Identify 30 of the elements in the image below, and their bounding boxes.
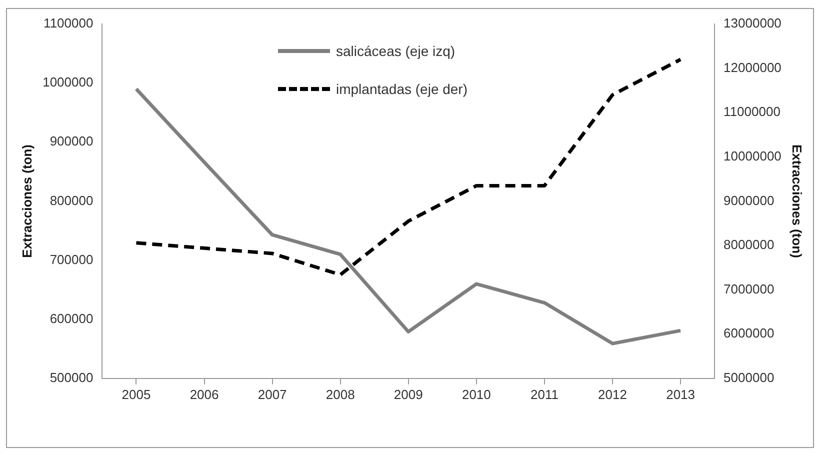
y2-tick-label: 8000000 xyxy=(724,237,774,252)
y2-tick-label: 13000000 xyxy=(724,16,782,31)
x-tick-label: 2006 xyxy=(190,386,219,402)
y-tick-label: 700000 xyxy=(50,252,94,267)
y2-tick-label: 10000000 xyxy=(724,148,782,164)
legend-label: salicáceas (eje izq) xyxy=(336,43,456,59)
y2-tick-label: 5000000 xyxy=(724,370,774,385)
x-tick-label: 2009 xyxy=(394,386,423,402)
y2-tick-label: 9000000 xyxy=(724,192,774,208)
y-tick-label: 1000000 xyxy=(42,74,94,90)
y2-axis-title: Extracciones (ton) xyxy=(790,144,805,258)
legend-label: implantadas (eje der) xyxy=(336,81,468,97)
x-tick-label: 2012 xyxy=(598,386,627,402)
line-series xyxy=(134,58,682,276)
x-tick-label: 2010 xyxy=(462,386,491,402)
y-tick-label: 900000 xyxy=(50,134,94,149)
x-tick-label: 2008 xyxy=(326,386,355,402)
y-tick-label: 800000 xyxy=(50,192,94,208)
y2-tick-label: 6000000 xyxy=(724,326,774,341)
y-tick-label: 500000 xyxy=(50,370,94,385)
x-tick-label: 2013 xyxy=(666,386,695,402)
x-tick-label: 2011 xyxy=(530,386,558,402)
y2-tick-label: 11000000 xyxy=(724,104,780,120)
y2-tick-label: 7000000 xyxy=(724,281,774,296)
x-tick-label: 2007 xyxy=(258,386,287,402)
y-axis-title: Extracciones (ton) xyxy=(19,144,34,258)
y2-tick-label: 12000000 xyxy=(724,60,782,75)
y-tick-label: 1100000 xyxy=(44,16,94,31)
y-tick-label: 600000 xyxy=(50,310,94,326)
x-tick-label: 2005 xyxy=(122,386,151,402)
